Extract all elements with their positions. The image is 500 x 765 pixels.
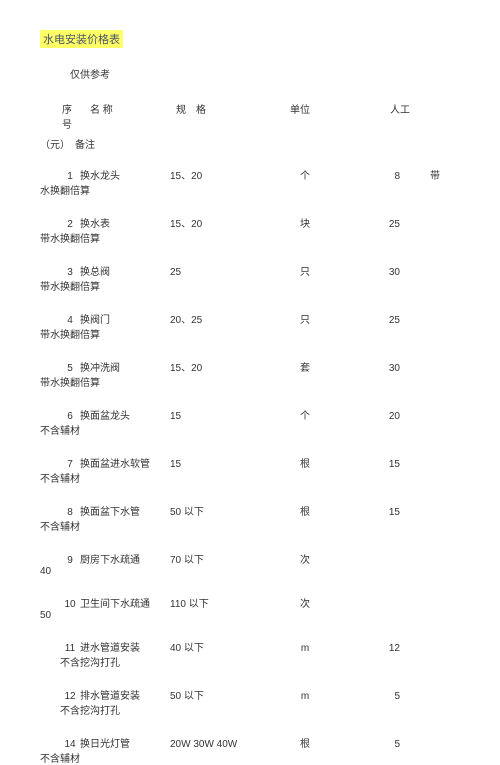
cell-unit: 次 <box>270 595 340 610</box>
cell-labor: 12 <box>340 643 400 654</box>
cell-spec: 40 以下 <box>170 639 270 654</box>
cell-labor: 20 <box>340 411 400 422</box>
table-row: 11进水管道安装40 以下m12 不含挖沟打孔 <box>40 639 460 669</box>
cell-labor: 30 <box>340 363 400 374</box>
table-header: 序号 名 称 规 格 单位 人工 <box>40 101 460 131</box>
cell-unit: m <box>270 643 340 654</box>
page-title: 水电安装价格表 <box>40 30 123 48</box>
table-row: 7换面盆进水软管15根15不含辅材 <box>40 455 460 485</box>
table-row: 2换水表15、20块25带水换翻倍算 <box>40 215 460 245</box>
cell-spec: 15 <box>170 411 270 422</box>
header-unit: 单位 <box>250 101 350 131</box>
cell-labor: 15 <box>340 507 400 518</box>
cell-note: 50 <box>40 610 460 621</box>
cell-note: 带水换翻倍算 <box>40 230 460 245</box>
cell-note: 不含辅材 <box>40 750 460 765</box>
cell-note: 带水换翻倍算 <box>40 374 460 389</box>
cell-spec: 20、25 <box>170 311 270 326</box>
table-row: 10卫生间下水疏通110 以下次50 <box>40 595 460 621</box>
cell-extra: 带 <box>400 167 440 182</box>
cell-spec: 15、20 <box>170 359 270 374</box>
header-line2: （元） 备注 <box>40 136 460 151</box>
cell-spec: 15、20 <box>170 215 270 230</box>
table-row: 1换水龙头15、20个8带水换翻倍算 <box>40 167 460 197</box>
cell-name: 换面盆龙头 <box>80 407 170 422</box>
header-name: 名 称 <box>80 101 150 131</box>
cell-index: 1 <box>40 171 80 182</box>
cell-name: 换日光灯管 <box>80 735 170 750</box>
cell-note: 不含辅材 <box>40 470 460 485</box>
cell-index: 9 <box>40 555 80 566</box>
cell-index: 3 <box>40 267 80 278</box>
table-row: 6换面盆龙头15个20不含辅材 <box>40 407 460 437</box>
header-spec: 规 格 <box>150 101 250 131</box>
cell-index: 7 <box>40 459 80 470</box>
cell-unit: 套 <box>270 359 340 374</box>
cell-index: 2 <box>40 219 80 230</box>
cell-unit: 只 <box>270 263 340 278</box>
cell-spec: 110 以下 <box>170 595 270 610</box>
cell-labor: 15 <box>340 459 400 470</box>
cell-name: 换冲洗阀 <box>80 359 170 374</box>
cell-spec: 70 以下 <box>170 551 270 566</box>
cell-note: 不含挖沟打孔 <box>40 654 460 669</box>
cell-unit: 个 <box>270 407 340 422</box>
cell-index: 6 <box>40 411 80 422</box>
cell-note: 40 <box>40 566 460 577</box>
header-labor: 人工 <box>350 101 410 131</box>
cell-unit: 根 <box>270 455 340 470</box>
cell-name: 换面盆下水管 <box>80 503 170 518</box>
subtitle: 仅供参考 <box>70 66 460 81</box>
cell-name: 卫生间下水疏通 <box>80 595 170 610</box>
header-index: 序号 <box>40 101 80 131</box>
cell-unit: 块 <box>270 215 340 230</box>
cell-note: 不含挖沟打孔 <box>40 702 460 717</box>
cell-name: 厨房下水疏通 <box>80 551 170 566</box>
cell-name: 换水龙头 <box>80 167 170 182</box>
cell-labor: 5 <box>340 739 400 750</box>
table-row: 5换冲洗阀15、20套30带水换翻倍算 <box>40 359 460 389</box>
table-row: 14换日光灯管20W 30W 40W根5不含辅材 <box>40 735 460 765</box>
cell-note: 水换翻倍算 <box>40 182 460 197</box>
cell-note: 不含辅材 <box>40 518 460 533</box>
cell-labor: 5 <box>340 691 400 702</box>
table-row: 8换面盆下水管50 以下根15不含辅材 <box>40 503 460 533</box>
cell-unit: 个 <box>270 167 340 182</box>
cell-index: 8 <box>40 507 80 518</box>
cell-labor: 25 <box>340 219 400 230</box>
cell-unit: m <box>270 691 340 702</box>
cell-note: 带水换翻倍算 <box>40 326 460 341</box>
cell-spec: 50 以下 <box>170 687 270 702</box>
cell-note: 不含辅材 <box>40 422 460 437</box>
cell-unit: 次 <box>270 551 340 566</box>
cell-index: 12 <box>40 691 80 702</box>
cell-spec: 20W 30W 40W <box>170 739 270 750</box>
cell-unit: 根 <box>270 735 340 750</box>
cell-index: 4 <box>40 315 80 326</box>
cell-name: 换总阀 <box>80 263 170 278</box>
cell-name: 排水管道安装 <box>80 687 170 702</box>
cell-note: 带水换翻倍算 <box>40 278 460 293</box>
cell-spec: 15 <box>170 459 270 470</box>
cell-labor: 8 <box>340 171 400 182</box>
cell-spec: 25 <box>170 267 270 278</box>
table-row: 3换总阀25只30带水换翻倍算 <box>40 263 460 293</box>
cell-name: 换水表 <box>80 215 170 230</box>
table-row: 4换阀门20、25只25带水换翻倍算 <box>40 311 460 341</box>
cell-index: 5 <box>40 363 80 374</box>
cell-name: 换阀门 <box>80 311 170 326</box>
cell-index: 10 <box>40 599 80 610</box>
cell-unit: 根 <box>270 503 340 518</box>
table-row: 9厨房下水疏通70 以下次40 <box>40 551 460 577</box>
cell-unit: 只 <box>270 311 340 326</box>
cell-labor: 25 <box>340 315 400 326</box>
cell-index: 14 <box>40 739 80 750</box>
cell-labor: 30 <box>340 267 400 278</box>
cell-name: 进水管道安装 <box>80 639 170 654</box>
table-row: 12排水管道安装50 以下m5 不含挖沟打孔 <box>40 687 460 717</box>
cell-spec: 15、20 <box>170 167 270 182</box>
cell-name: 换面盆进水软管 <box>80 455 170 470</box>
cell-index: 11 <box>40 643 80 654</box>
cell-spec: 50 以下 <box>170 503 270 518</box>
